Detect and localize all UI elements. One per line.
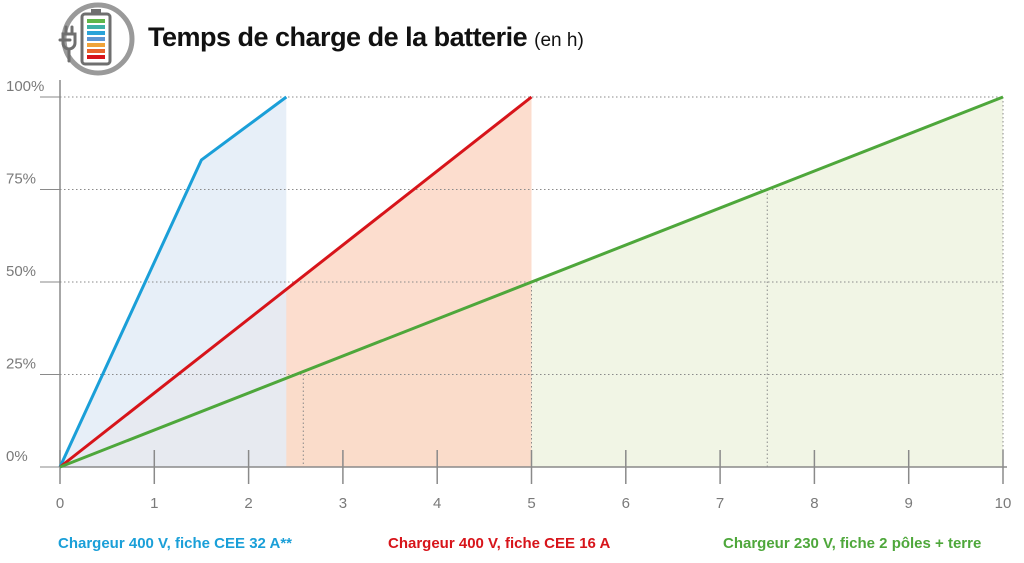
series-line [58, 95, 288, 468]
y-tick-label: 0% [6, 448, 28, 465]
legend-item-16a: Chargeur 400 V, fiche CEE 16 A [388, 535, 611, 552]
x-tick-label: 2 [244, 495, 252, 512]
x-tick-label: 5 [527, 495, 535, 512]
chart-title-unit: (en h) [534, 30, 584, 51]
y-tick-label: 75% [6, 171, 36, 188]
x-tick-label: 4 [433, 495, 441, 512]
x-tick-label: 10 [995, 495, 1012, 512]
chart-title-text: Temps de charge de la batterie [148, 22, 528, 52]
y-tick-label: 50% [6, 263, 36, 280]
x-tick-label: 3 [339, 495, 347, 512]
x-tick-label: 1 [150, 495, 158, 512]
chart-title: Temps de charge de la batterie (en h) [148, 22, 584, 53]
x-tick-label: 8 [810, 495, 818, 512]
battery-charging-plug-icon [58, 2, 135, 76]
y-tick-label: 25% [6, 356, 36, 373]
y-tick-label: 100% [6, 78, 44, 95]
x-tick-label: 9 [905, 495, 913, 512]
x-tick-label: 6 [622, 495, 630, 512]
series-line [59, 95, 1004, 469]
legend-item-230v: Chargeur 230 V, fiche 2 pôles + terre [723, 535, 982, 552]
x-tick-label: 0 [56, 495, 64, 512]
legend-item-32a: Chargeur 400 V, fiche CEE 32 A** [58, 535, 292, 552]
series-line [59, 95, 533, 469]
x-tick-label: 7 [716, 495, 724, 512]
